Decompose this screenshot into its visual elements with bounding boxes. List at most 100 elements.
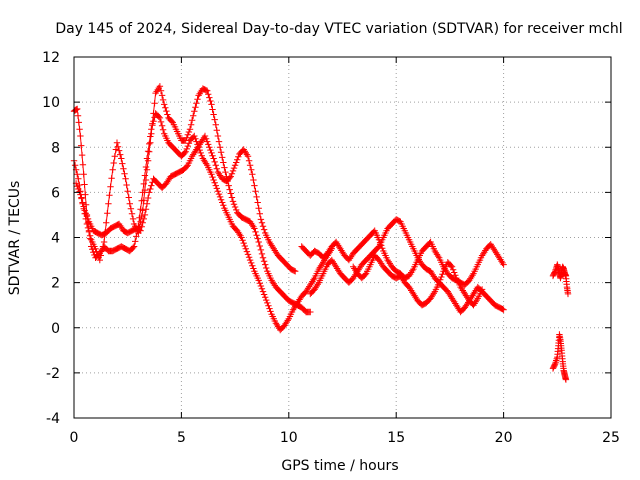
y-tick-labels: -4 -2 0 2 4 6 8 10 12 (42, 50, 60, 427)
data-point (128, 210, 136, 217)
data-point (93, 248, 100, 255)
data-point (235, 153, 242, 160)
data-point (262, 261, 269, 268)
data-point (110, 159, 117, 167)
series-track-e (307, 216, 507, 316)
data-point (329, 258, 336, 265)
data-point (238, 234, 245, 241)
data-point (296, 296, 303, 303)
data-point (159, 96, 167, 104)
x-tick-label: 5 (177, 430, 186, 446)
data-point (142, 176, 150, 184)
data-point (241, 242, 248, 250)
x-tick-labels: 0 5 10 15 20 25 (70, 430, 620, 446)
data-point (204, 87, 211, 94)
x-tick-label: 10 (280, 430, 298, 446)
data-point (208, 149, 215, 157)
data-point (209, 173, 216, 181)
data-point (270, 280, 277, 287)
data-point (127, 205, 135, 212)
data-point (182, 137, 189, 144)
data-point (216, 144, 224, 151)
data-point (250, 176, 257, 184)
data-point (158, 92, 166, 99)
data-point (185, 140, 193, 147)
data-point (78, 195, 85, 202)
data-point (156, 83, 164, 90)
data-point (374, 244, 382, 251)
data-point (99, 243, 107, 250)
data-point (202, 135, 210, 142)
data-point (246, 162, 254, 169)
axis-ticks (73, 56, 612, 419)
data-point (188, 117, 196, 124)
data-point (221, 164, 228, 171)
data-point (259, 223, 267, 230)
data-point (80, 203, 87, 210)
data-point (251, 225, 258, 232)
data-point (385, 258, 392, 265)
data-point (213, 127, 220, 134)
data-point (233, 159, 240, 166)
data-point (183, 134, 190, 141)
y-tick-label: 10 (42, 95, 60, 111)
data-point (185, 128, 193, 136)
data-point (253, 232, 260, 239)
data-point (263, 296, 270, 304)
data-point (182, 148, 189, 155)
series-track-c (72, 132, 299, 275)
data-point (209, 152, 216, 159)
data-point (250, 265, 257, 272)
data-point (191, 108, 198, 115)
x-tick-label: 15 (387, 430, 405, 446)
data-point (249, 262, 256, 269)
data-point (452, 272, 459, 279)
data-point (451, 269, 458, 276)
data-point (118, 155, 125, 162)
data-point (211, 158, 218, 166)
data-point (217, 196, 225, 203)
data-point (234, 156, 241, 163)
y-tick-label: -2 (46, 366, 60, 382)
data-point (190, 112, 197, 119)
data-point (194, 96, 201, 103)
data-point (260, 291, 268, 298)
data-point (478, 286, 486, 293)
data-point (208, 101, 215, 108)
data-point (551, 361, 558, 369)
data-point (74, 105, 81, 113)
data-point (209, 106, 216, 113)
data-point (376, 258, 384, 265)
y-tick-label: 6 (51, 185, 60, 201)
data-point (251, 182, 258, 189)
data-point (140, 197, 147, 204)
data-point (146, 148, 153, 155)
data-point (216, 172, 224, 179)
data-point (499, 305, 506, 313)
data-point (74, 171, 81, 178)
data-point (254, 199, 261, 206)
data-point (436, 279, 443, 286)
data-point (230, 201, 238, 208)
data-point (229, 167, 237, 175)
y-tick-label: 12 (42, 50, 60, 66)
data-point (500, 261, 507, 268)
data-point (146, 189, 153, 196)
data-point (100, 238, 108, 246)
data-point (86, 232, 94, 239)
y-axis-label: SDTVAR / TECUs (7, 181, 23, 296)
data-point (141, 186, 149, 194)
data-point (124, 188, 131, 195)
data-point (147, 139, 154, 146)
data-point (193, 138, 200, 145)
data-point (115, 147, 123, 154)
data-point (114, 143, 122, 150)
data-point (213, 185, 220, 192)
data-point (130, 243, 138, 250)
data-point (252, 188, 259, 195)
data-point (75, 175, 82, 182)
data-point (193, 100, 200, 107)
chart-title: Day 145 of 2024, Sidereal Day-to-day VTE… (55, 21, 622, 37)
data-point (138, 223, 145, 230)
x-tick-label: 20 (495, 430, 513, 446)
